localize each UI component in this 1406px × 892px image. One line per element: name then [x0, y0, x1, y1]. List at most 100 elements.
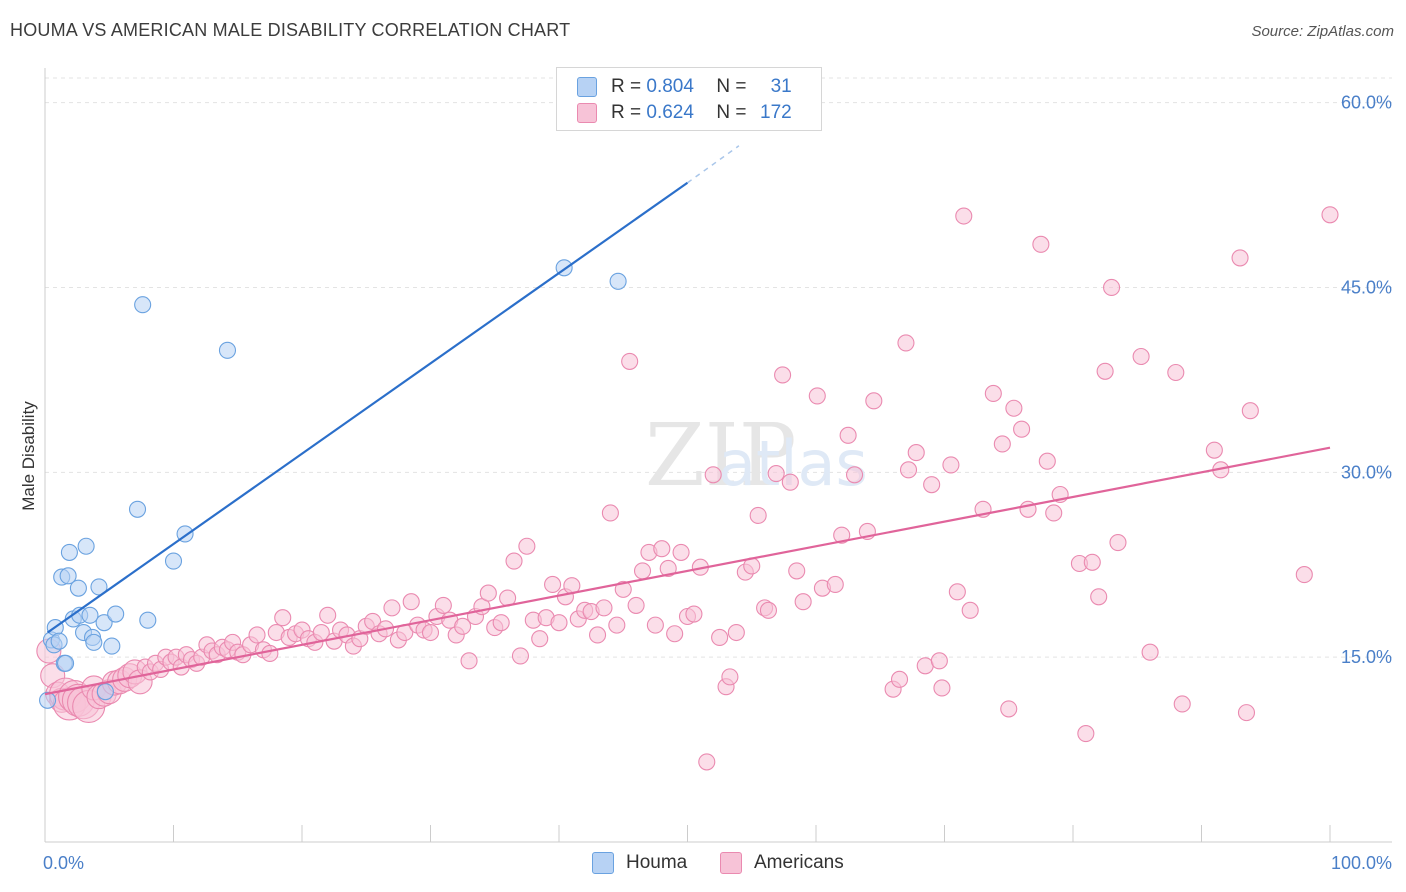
americans-point — [759, 601, 778, 619]
americans-point — [550, 614, 568, 632]
houma-point — [107, 605, 125, 623]
americans-point — [704, 466, 722, 484]
americans-point — [608, 616, 626, 634]
americans-point — [646, 616, 664, 634]
americans-point — [788, 562, 806, 580]
legend-n-label: N = — [716, 76, 752, 97]
americans-point — [839, 426, 857, 444]
americans-point — [1077, 725, 1095, 743]
americans-point — [1013, 420, 1031, 438]
houma-point — [164, 552, 183, 570]
americans-point — [721, 668, 739, 686]
americans-legend-icon — [720, 852, 742, 874]
americans-point — [492, 614, 510, 632]
americans-point — [899, 461, 918, 479]
houma-r-value: 0.804 — [646, 76, 694, 97]
americans-point — [984, 384, 1002, 403]
americans-point — [727, 623, 745, 642]
americans-point — [1032, 235, 1050, 253]
americans-point — [907, 444, 925, 462]
americans-point — [653, 540, 671, 558]
americans-point — [261, 644, 279, 663]
watermark-zip: ZIP — [645, 406, 797, 506]
americans-point — [1083, 553, 1101, 571]
houma-legend-label: Houma — [626, 852, 688, 873]
americans-point — [588, 626, 607, 644]
americans-point — [923, 476, 941, 494]
x-tick-label: 0.0% — [43, 853, 84, 873]
americans-point — [505, 552, 523, 570]
americans-point — [916, 657, 934, 675]
americans-point — [808, 387, 826, 405]
americans-point — [511, 647, 530, 665]
americans-point — [621, 352, 639, 370]
americans-point — [955, 207, 973, 225]
americans-point — [1321, 206, 1339, 224]
houma-trend-line — [46, 181, 689, 634]
americans-point — [1109, 534, 1127, 552]
americans-point — [1295, 566, 1313, 584]
americans-point — [454, 617, 472, 635]
y-tick-label: 30.0% — [1341, 462, 1392, 482]
y-tick-label: 15.0% — [1341, 647, 1392, 667]
americans-point — [942, 456, 960, 474]
houma-point — [90, 578, 108, 596]
americans-point — [685, 605, 703, 623]
houma-swatch-icon — [577, 77, 597, 97]
houma-trend-extension — [687, 145, 740, 184]
americans-point — [666, 625, 684, 643]
axes — [44, 68, 1392, 843]
y-tick-label: 60.0% — [1341, 93, 1392, 113]
legend-r-label: R = — [611, 76, 647, 97]
americans-point — [749, 506, 767, 525]
houma-point — [95, 614, 113, 632]
americans-point — [1141, 643, 1159, 661]
americans-point — [1132, 347, 1150, 366]
americans-point — [434, 596, 452, 614]
americans-point — [774, 366, 792, 384]
bottom-legend-americans: Americans — [720, 852, 844, 874]
americans-point — [319, 606, 337, 624]
americans-point — [1103, 278, 1121, 297]
houma-point — [39, 691, 57, 709]
americans-point — [961, 601, 979, 619]
americans-point — [402, 593, 420, 611]
americans-point — [781, 473, 799, 491]
americans-point — [845, 466, 864, 484]
americans-point — [1096, 362, 1114, 380]
source-credit: Source: ZipAtlas.com — [1251, 23, 1394, 40]
americans-point — [948, 583, 966, 601]
houma-point — [218, 341, 237, 359]
trend-lines — [44, 145, 1331, 696]
houma-legend-icon — [592, 852, 614, 874]
americans-point — [544, 575, 562, 594]
legend-r-label: R = — [611, 102, 647, 123]
legend-row-americans: R = 0.624 N = 172 — [577, 100, 792, 126]
americans-point — [659, 559, 677, 577]
houma-point — [60, 543, 78, 561]
americans-point — [421, 623, 440, 642]
americans-point — [460, 652, 478, 670]
americans-point — [698, 753, 716, 771]
correlation-legend: R = 0.804 N = 31 R = 0.624 N = 172 — [556, 67, 822, 131]
americans-point — [1231, 249, 1249, 267]
houma-point — [96, 683, 114, 701]
houma-point — [85, 633, 103, 651]
americans-legend-label: Americans — [754, 852, 844, 873]
americans-point — [1090, 588, 1108, 606]
americans-point — [930, 652, 948, 670]
americans-point — [826, 575, 844, 594]
americans-point — [1241, 402, 1259, 420]
americans-point — [993, 435, 1011, 453]
americans-point — [531, 630, 549, 648]
americans-trend-line — [44, 446, 1331, 696]
legend-row-houma: R = 0.804 N = 31 — [577, 74, 792, 100]
bottom-legend-houma: Houma — [592, 852, 687, 874]
americans-point — [633, 562, 652, 580]
americans-n-value: 172 — [760, 102, 792, 123]
houma-point — [59, 567, 77, 585]
houma-points — [39, 259, 627, 709]
americans-point — [601, 504, 619, 522]
americans-point — [897, 334, 915, 352]
